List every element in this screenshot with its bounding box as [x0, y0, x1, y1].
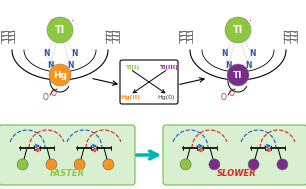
Text: O: O [64, 19, 70, 28]
Text: N: N [245, 61, 251, 70]
Text: O: O [229, 88, 235, 98]
FancyBboxPatch shape [0, 125, 135, 185]
Circle shape [248, 159, 259, 170]
Circle shape [277, 159, 288, 170]
Circle shape [74, 159, 85, 170]
Circle shape [46, 159, 57, 170]
Text: ·: · [248, 16, 252, 26]
Text: N: N [67, 61, 73, 70]
Text: O: O [51, 88, 57, 98]
Text: N: N [71, 50, 77, 59]
Circle shape [209, 159, 220, 170]
Circle shape [47, 17, 73, 43]
Text: Hg(II): Hg(II) [120, 95, 140, 101]
Text: Tl: Tl [233, 25, 243, 35]
Text: Tl: Tl [233, 70, 243, 80]
Text: Tl: Tl [55, 25, 65, 35]
Text: O: O [50, 19, 56, 28]
Text: N: N [221, 50, 227, 59]
Circle shape [225, 17, 251, 43]
Circle shape [49, 64, 71, 86]
Text: FASTER: FASTER [50, 170, 84, 178]
Text: O: O [228, 19, 234, 28]
Text: Tl(III): Tl(III) [159, 64, 177, 70]
Text: ·: · [70, 16, 73, 26]
Text: O: O [221, 92, 227, 101]
Text: O: O [43, 92, 49, 101]
Text: Hg(0): Hg(0) [157, 95, 175, 101]
Circle shape [227, 64, 249, 86]
Circle shape [103, 159, 114, 170]
Text: N: N [43, 50, 49, 59]
Text: N: N [47, 61, 53, 70]
FancyBboxPatch shape [163, 125, 306, 185]
Circle shape [180, 159, 191, 170]
Text: N: N [225, 61, 231, 70]
Text: Tl(I): Tl(I) [125, 64, 139, 70]
Text: Hg: Hg [53, 70, 67, 80]
Text: O: O [242, 19, 248, 28]
FancyBboxPatch shape [120, 60, 178, 104]
Text: SLOWER: SLOWER [217, 170, 257, 178]
Text: N: N [249, 50, 255, 59]
Circle shape [17, 159, 28, 170]
